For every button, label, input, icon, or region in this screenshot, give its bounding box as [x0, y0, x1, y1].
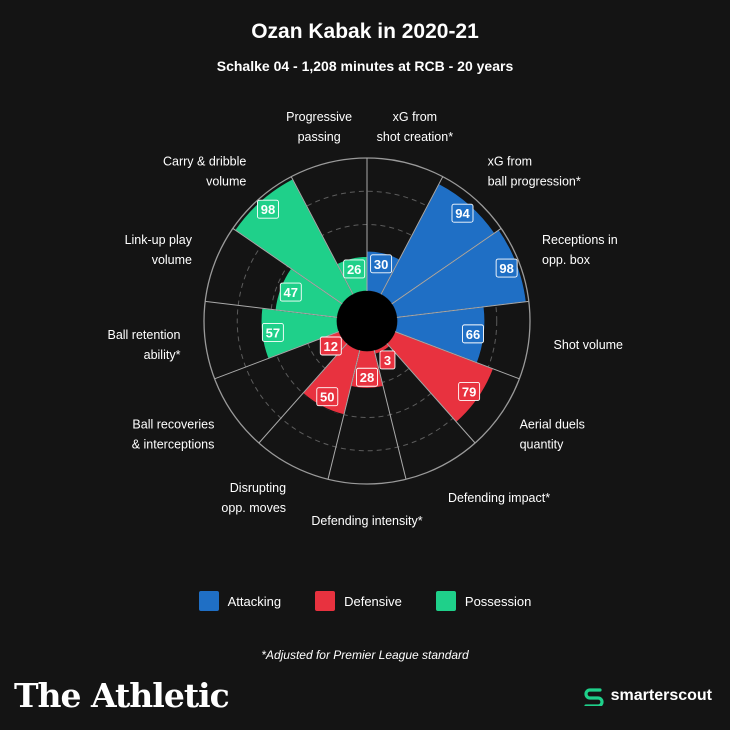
value-badge — [343, 259, 366, 279]
chart-title: Ozan Kabak in 2020-21 — [251, 20, 479, 43]
spoke — [290, 176, 354, 295]
value-badge — [257, 199, 279, 219]
legend-label-possession: Possession — [464, 593, 532, 609]
value-badge — [458, 382, 481, 401]
legend-label-attacking: Attacking — [227, 593, 282, 609]
spoke — [205, 300, 338, 318]
value-label: 47 — [284, 285, 298, 300]
value-label: 66 — [466, 327, 480, 342]
value-label: 57 — [266, 325, 280, 340]
legend-swatch-defensive — [315, 591, 336, 611]
spoke — [391, 227, 502, 305]
metric-label: Ball retention ability* — [107, 328, 180, 362]
spoke — [258, 343, 348, 444]
value-label: 28 — [360, 370, 374, 385]
metric-label: Shot volume — [554, 338, 624, 352]
spoke — [386, 343, 476, 444]
metric-label: Link-up play volume — [125, 233, 193, 267]
legend-item-defensive: Defensive — [315, 591, 402, 611]
value-badge — [356, 367, 378, 387]
spoke — [327, 350, 361, 480]
value-label: 94 — [455, 206, 470, 221]
spoke — [394, 331, 520, 380]
metric-label: Aerial duels quantity — [520, 418, 585, 452]
value-badge — [379, 350, 396, 370]
smarterscout-text: smarterscout — [610, 687, 712, 704]
value-label: 26 — [347, 262, 361, 277]
value-badge — [462, 324, 484, 344]
value-label: 30 — [374, 257, 388, 272]
legend-swatch-attacking — [198, 591, 219, 611]
chart-subtitle: Schalke 04 - 1,208 minutes at RCB - 20 y… — [216, 58, 514, 74]
metric-label: xG from shot creation* — [377, 110, 454, 144]
value-badge — [316, 387, 339, 407]
legend-item-attacking: Attacking — [198, 591, 282, 611]
metric-label: Receptions in opp. box — [542, 233, 618, 267]
footnote: *Adjusted for Premier League standard — [261, 648, 469, 662]
smarterscout-logo: smarterscout — [582, 686, 712, 706]
legend-swatch-possession — [435, 591, 456, 611]
metric-label: Ball recoveries & interceptions — [132, 418, 215, 452]
the-athletic-logo: The Athletic — [14, 676, 230, 715]
spoke — [232, 227, 343, 305]
spoke — [380, 176, 444, 295]
legend-label-defensive: Defensive — [344, 593, 402, 609]
spoke — [396, 300, 529, 318]
grid-ring — [236, 190, 498, 452]
spoke — [373, 350, 407, 480]
value-badge — [495, 258, 518, 278]
legend-item-possession: Possession — [435, 591, 532, 611]
value-badge — [370, 254, 393, 274]
value-badge — [319, 336, 342, 356]
value-label: 98 — [499, 261, 513, 276]
metric-label: Defending intensity* — [311, 514, 422, 528]
value-badge — [279, 282, 302, 302]
value-label: 79 — [462, 384, 476, 399]
metric-label: xG from ball progression* — [488, 154, 581, 188]
legend: Attacking Defensive Possession — [0, 591, 730, 611]
center-hole — [337, 291, 397, 351]
value-label: 98 — [261, 202, 275, 217]
metric-label: Disrupting opp. moves — [221, 481, 286, 515]
metric-label: Carry & dribble volume — [163, 154, 246, 188]
metric-label: Progressive passing — [286, 110, 352, 144]
value-label: 50 — [320, 390, 334, 405]
smarterscout-icon — [584, 688, 604, 706]
value-badge — [451, 203, 474, 223]
value-label: 12 — [324, 339, 338, 354]
metric-label: Defending impact* — [448, 491, 550, 505]
value-label: 3 — [384, 353, 391, 368]
spoke — [214, 331, 340, 380]
value-badge — [261, 322, 284, 342]
